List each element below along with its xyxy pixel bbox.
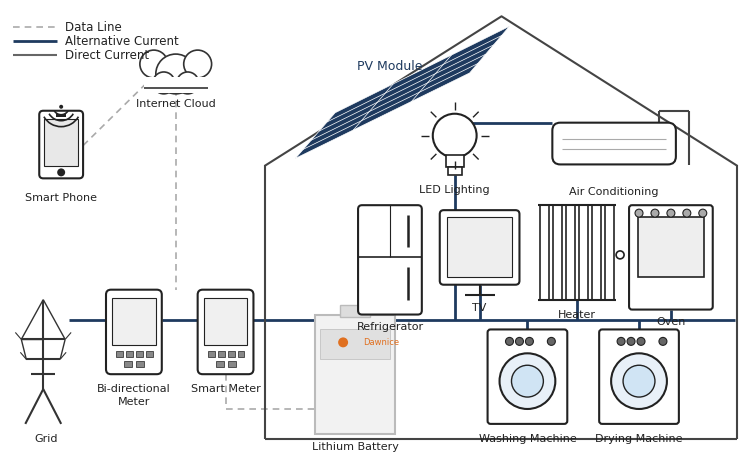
Bar [320, 330, 390, 359]
Text: Air Conditioning: Air Conditioning [569, 187, 658, 197]
Polygon shape [296, 26, 509, 158]
Bar [136, 361, 144, 367]
Circle shape [635, 209, 643, 217]
Bar [124, 361, 132, 367]
FancyBboxPatch shape [629, 205, 712, 309]
Circle shape [637, 337, 645, 345]
Text: LED Lighting: LED Lighting [419, 185, 490, 195]
Text: Meter: Meter [118, 397, 150, 407]
FancyBboxPatch shape [440, 210, 520, 285]
Circle shape [627, 337, 635, 345]
Text: Internet Cloud: Internet Cloud [136, 99, 215, 109]
Bar [238, 351, 244, 357]
Circle shape [623, 365, 655, 397]
Bar [227, 361, 236, 367]
Text: Grid: Grid [34, 434, 58, 444]
Text: Bi-directional: Bi-directional [97, 384, 171, 394]
Circle shape [433, 114, 476, 158]
Circle shape [140, 50, 168, 78]
Text: Alternative Current: Alternative Current [65, 35, 179, 48]
Circle shape [526, 337, 533, 345]
Circle shape [506, 337, 514, 345]
Circle shape [515, 337, 523, 345]
Bar [592, 205, 602, 299]
Bar [44, 119, 78, 166]
Circle shape [548, 337, 555, 345]
FancyBboxPatch shape [488, 330, 567, 424]
Bar [448, 167, 462, 175]
Text: Dawnice: Dawnice [363, 338, 399, 347]
Circle shape [59, 105, 63, 109]
Text: Smart Phone: Smart Phone [26, 193, 98, 203]
Circle shape [667, 209, 675, 217]
Text: PV Module: PV Module [357, 60, 423, 72]
Text: Direct Current: Direct Current [65, 49, 149, 62]
Text: Refrigerator: Refrigerator [356, 323, 424, 333]
Bar [227, 351, 235, 357]
Circle shape [156, 54, 196, 94]
Circle shape [177, 72, 199, 94]
Circle shape [659, 337, 667, 345]
Circle shape [184, 50, 211, 78]
Circle shape [153, 72, 175, 94]
FancyBboxPatch shape [198, 289, 254, 374]
Bar [144, 77, 208, 93]
FancyBboxPatch shape [599, 330, 679, 424]
Circle shape [338, 337, 348, 347]
Bar [447, 217, 512, 277]
Bar [204, 298, 248, 345]
Bar [217, 351, 224, 357]
Bar [208, 351, 214, 357]
Text: Drying Machine: Drying Machine [596, 434, 682, 444]
Text: Washing Machine: Washing Machine [478, 434, 576, 444]
Bar [340, 305, 370, 316]
Circle shape [616, 251, 624, 259]
Circle shape [57, 168, 65, 176]
FancyBboxPatch shape [552, 123, 676, 165]
Circle shape [682, 209, 691, 217]
Text: Oven: Oven [656, 317, 686, 327]
Circle shape [512, 365, 543, 397]
Text: TV: TV [472, 303, 487, 313]
Circle shape [651, 209, 659, 217]
FancyBboxPatch shape [106, 289, 162, 374]
Text: Data Line: Data Line [65, 21, 122, 34]
Bar [605, 205, 614, 299]
Bar [146, 351, 153, 357]
Circle shape [617, 337, 625, 345]
FancyBboxPatch shape [39, 111, 83, 178]
FancyBboxPatch shape [358, 205, 422, 315]
Bar [638, 217, 704, 277]
Text: Smart Meter: Smart Meter [190, 384, 260, 394]
Bar [566, 205, 575, 299]
Bar [126, 351, 133, 357]
Bar [315, 315, 395, 434]
Text: Lithium Battery: Lithium Battery [312, 442, 398, 452]
Bar [541, 205, 549, 299]
Bar [116, 351, 123, 357]
Bar [136, 351, 142, 357]
Circle shape [611, 353, 667, 409]
Bar [56, 114, 66, 117]
Bar [112, 298, 156, 345]
Bar [215, 361, 223, 367]
Bar [446, 156, 464, 167]
Circle shape [500, 353, 555, 409]
Text: Heater: Heater [558, 309, 596, 320]
Bar [554, 205, 562, 299]
Bar [579, 205, 588, 299]
Circle shape [699, 209, 706, 217]
